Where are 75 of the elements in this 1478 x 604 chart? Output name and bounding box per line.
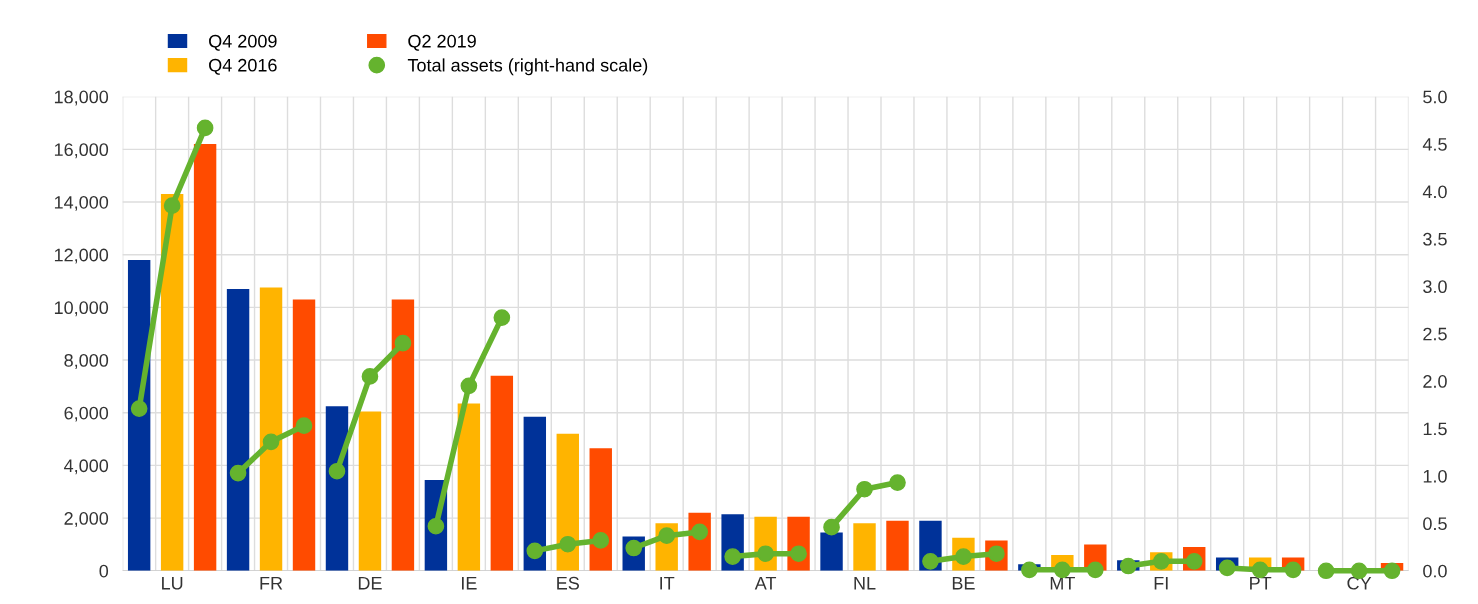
legend-label: Q2 2019 xyxy=(408,34,476,51)
x-tick-label: MT xyxy=(1050,577,1075,590)
x-tick-label: NL xyxy=(854,577,876,590)
point xyxy=(856,480,873,498)
point xyxy=(757,545,774,563)
point xyxy=(1086,561,1104,579)
bar xyxy=(523,416,547,571)
y-tick-label: 4,000 xyxy=(64,459,109,475)
legend-label: Q4 2009 xyxy=(209,34,277,51)
y-tick-label: 12,000 xyxy=(54,248,109,264)
y2-tick-label: 3.5 xyxy=(1423,232,1447,246)
point xyxy=(1317,562,1335,580)
point xyxy=(295,417,313,435)
point xyxy=(1119,557,1137,575)
x-tick-label: FR xyxy=(260,577,283,590)
point xyxy=(889,474,906,491)
point xyxy=(1021,561,1038,579)
bar xyxy=(589,448,612,571)
bar xyxy=(226,288,250,571)
y2-tick-label: 1.5 xyxy=(1423,422,1447,436)
point xyxy=(922,552,939,570)
point xyxy=(1383,562,1401,580)
y2-tick-label: 2.0 xyxy=(1423,375,1447,388)
point xyxy=(262,433,280,451)
x-tick-label: AT xyxy=(754,577,777,590)
x-tick-label: FI xyxy=(1154,577,1168,590)
bar xyxy=(292,299,316,571)
x-tick-label: BE xyxy=(952,577,975,590)
bar xyxy=(886,520,909,571)
point xyxy=(229,464,247,482)
point xyxy=(328,462,346,480)
point xyxy=(658,527,676,545)
point xyxy=(460,377,478,395)
point xyxy=(427,517,445,535)
y2-tick-label: 3.0 xyxy=(1423,280,1447,294)
point xyxy=(361,368,379,385)
point xyxy=(1218,559,1236,577)
y2-tick-label: 0.5 xyxy=(1423,517,1447,531)
y-tick-label: 14,000 xyxy=(54,195,109,211)
y-tick-label: 0 xyxy=(99,564,109,578)
point xyxy=(130,400,148,417)
x-tick-label: DE xyxy=(358,577,382,590)
y2-tick-label: 5.0 xyxy=(1423,90,1447,104)
x-tick-label: IT xyxy=(660,577,675,590)
point xyxy=(790,545,807,563)
point xyxy=(493,309,511,326)
y2-tick-label: 4.0 xyxy=(1422,185,1447,199)
point xyxy=(196,119,214,137)
y-tick-label: 18,000 xyxy=(54,90,109,106)
point xyxy=(691,523,708,541)
x-tick-label: PT xyxy=(1250,577,1272,590)
point xyxy=(724,548,741,565)
legend-label: Q4 2016 xyxy=(209,58,277,75)
point xyxy=(592,532,610,549)
y2-tick-label: 1.0 xyxy=(1423,469,1447,483)
point xyxy=(1284,561,1302,579)
y-tick-label: 10,000 xyxy=(54,301,109,317)
y-tick-label: 6,000 xyxy=(64,406,109,422)
y-tick-label: 2,000 xyxy=(64,512,109,527)
point xyxy=(394,334,412,352)
y2-tick-label: 2.5 xyxy=(1423,327,1447,341)
point xyxy=(823,518,840,536)
point xyxy=(163,197,181,215)
y2-tick-label: 4.5 xyxy=(1422,138,1447,151)
point xyxy=(559,535,577,553)
y2-tick-label: 0.0 xyxy=(1423,564,1447,578)
x-tick-label: LU xyxy=(162,577,183,590)
y-tick-label: 8,000 xyxy=(64,353,109,369)
bar xyxy=(391,299,415,571)
bar xyxy=(820,532,843,571)
legend-label: Total assets (right-hand scale) xyxy=(407,58,648,76)
y-tick-label: 16,000 xyxy=(54,143,109,159)
point xyxy=(526,542,544,560)
x-tick-label: ES xyxy=(557,576,579,590)
x-tick-label: IE xyxy=(462,577,477,590)
